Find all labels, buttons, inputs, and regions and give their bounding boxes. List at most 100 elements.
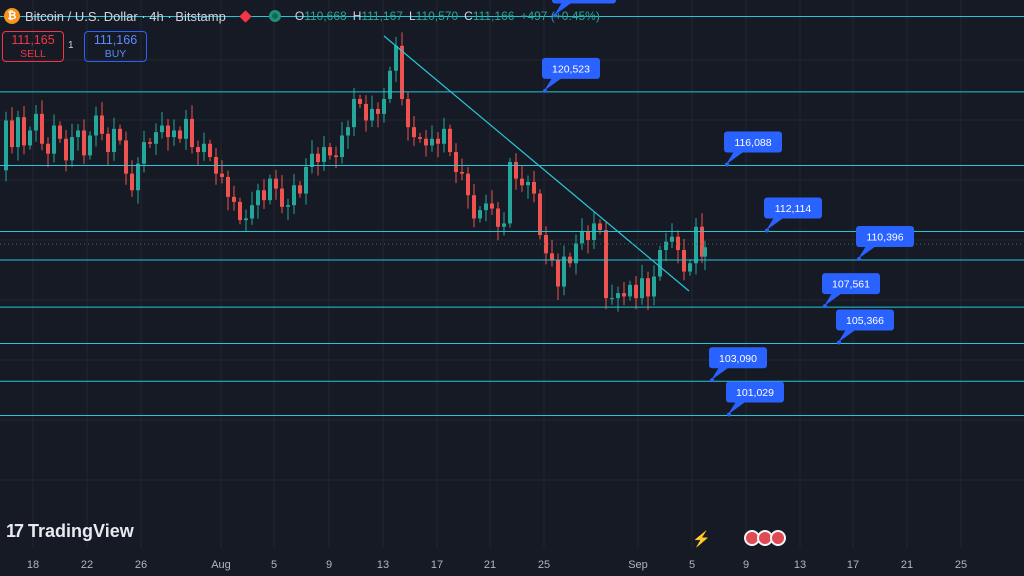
x-tick-label: 21	[901, 559, 913, 571]
candle	[40, 100, 44, 151]
x-tick-label: 18	[27, 559, 39, 571]
spread-value: 1	[68, 40, 74, 51]
candle	[652, 265, 656, 306]
candle	[526, 175, 530, 199]
x-tick-label: 5	[271, 559, 277, 571]
sell-button[interactable]: 111,165 SELL	[2, 31, 64, 62]
candle	[562, 245, 566, 296]
candle	[544, 226, 548, 265]
buy-button[interactable]: 111,166 BUY	[84, 31, 147, 62]
level-callout[interactable]: 110,396	[856, 226, 914, 262]
candle	[676, 230, 680, 264]
candle	[466, 167, 470, 209]
candle	[64, 129, 68, 172]
candle	[514, 153, 518, 190]
candle	[460, 158, 464, 181]
candle	[274, 169, 278, 200]
candle	[478, 206, 482, 223]
level-label: 105,366	[846, 315, 884, 327]
level-callouts: 125,064 120,523 116,088 112,114 110,396 107,5…	[542, 0, 914, 417]
candle	[280, 175, 284, 214]
candle	[538, 189, 542, 240]
candle	[160, 112, 164, 139]
x-tick-label: 26	[135, 559, 147, 571]
level-callout[interactable]: 116,088	[724, 131, 782, 167]
candle	[448, 124, 452, 157]
level-callout[interactable]: 112,114	[764, 197, 822, 233]
candle	[442, 117, 446, 153]
candle	[148, 137, 152, 148]
level-label: 110,396	[866, 232, 903, 244]
candle	[244, 209, 248, 232]
candle	[580, 218, 584, 250]
candle	[292, 174, 296, 214]
flag-icon[interactable]	[239, 9, 252, 23]
chart-grid	[0, 0, 1024, 548]
candle	[634, 276, 638, 310]
candle	[286, 198, 290, 221]
ohlc-values: O110,668 H111,167 L110,570 C111,166 +497…	[294, 9, 600, 23]
candle	[622, 282, 626, 306]
candle	[172, 119, 176, 146]
tradingview-wordmark: TradingView	[28, 521, 134, 541]
trendline[interactable]	[383, 35, 690, 292]
x-tick-label: 5	[689, 559, 695, 571]
candle	[166, 119, 170, 151]
candle	[76, 124, 80, 151]
candle	[484, 194, 488, 222]
level-callout[interactable]: 120,523	[542, 57, 600, 93]
candle	[412, 116, 416, 146]
candle	[370, 95, 374, 127]
candle	[394, 37, 398, 82]
candle	[664, 232, 668, 262]
candle	[88, 131, 92, 160]
level-callout[interactable]: 105,366	[836, 309, 894, 345]
candle	[334, 146, 338, 169]
candle	[472, 184, 476, 228]
candle	[616, 286, 620, 312]
candle	[22, 106, 26, 155]
level-callout[interactable]: 103,090	[709, 347, 767, 383]
candle	[328, 142, 332, 160]
x-tick-label: 17	[431, 559, 443, 571]
candle	[376, 102, 380, 128]
candle	[52, 114, 56, 163]
candle	[574, 234, 578, 275]
candle	[604, 221, 608, 310]
level-callout[interactable]: 125,064	[552, 0, 616, 18]
candle	[382, 87, 386, 123]
sell-label: SELL	[20, 48, 46, 60]
economic-events-icons[interactable]	[744, 530, 786, 546]
candle	[136, 157, 140, 204]
candle	[82, 119, 86, 165]
candle	[28, 126, 32, 150]
candle	[694, 217, 698, 275]
candle	[424, 129, 428, 157]
x-tick-label: 25	[955, 559, 967, 571]
level-callout[interactable]: 101,029	[726, 381, 784, 417]
chart-legend: ₿ Bitcoin / U.S. Dollar · 4h · Bitstamp …	[4, 6, 600, 26]
us-flag-icon	[770, 530, 786, 546]
candle	[340, 122, 344, 164]
candle	[346, 120, 350, 149]
level-label: 107,561	[832, 279, 870, 291]
candle	[310, 140, 314, 174]
candle	[703, 240, 707, 271]
candle	[520, 165, 524, 192]
candle	[436, 132, 440, 158]
lightning-icon[interactable]: ⚡	[692, 531, 711, 548]
x-tick-label: 21	[484, 559, 496, 571]
tradingview-mark-icon: 17	[6, 521, 24, 541]
candle	[700, 213, 704, 264]
x-tick-label: 17	[847, 559, 859, 571]
candle	[118, 124, 122, 145]
level-callout[interactable]: 107,561	[822, 273, 880, 309]
bitcoin-icon: ₿	[4, 8, 20, 24]
symbol-title[interactable]: Bitcoin / U.S. Dollar · 4h · Bitstamp	[25, 8, 226, 24]
candle	[178, 126, 182, 143]
candle	[556, 253, 560, 300]
tradingview-logo[interactable]: 17 TradingView	[6, 521, 134, 542]
candle	[400, 32, 404, 106]
candle	[70, 123, 74, 167]
